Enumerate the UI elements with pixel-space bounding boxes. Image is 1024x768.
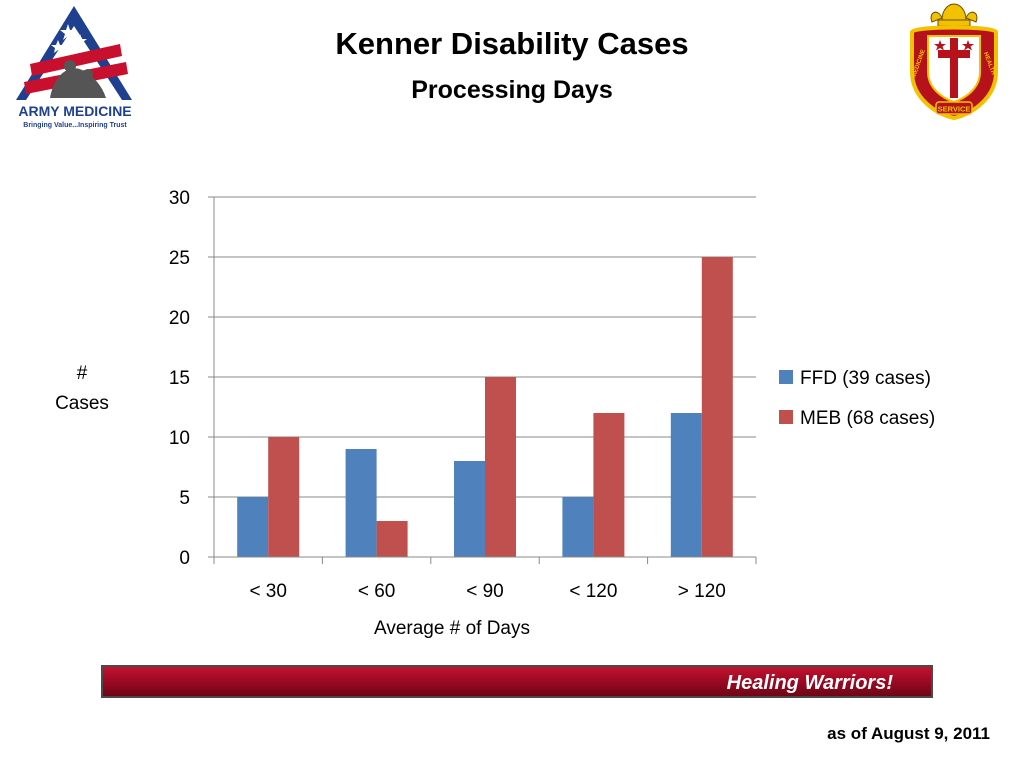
x-tick-label: < 90: [466, 581, 504, 602]
y-axis-label: # Cases: [55, 363, 109, 414]
logo-name: ARMY MEDICINE: [18, 103, 131, 119]
chart-x-ticks: < 30 < 60 < 90 < 120 > 120: [213, 557, 757, 602]
bar-meb: [701, 257, 733, 557]
bar-ffd: [670, 413, 702, 557]
bar-ffd: [562, 497, 594, 557]
legend-swatch: [779, 410, 793, 424]
bar-meb: [593, 413, 625, 557]
bar-chart: 0 5 10 15 20 25 30 < 30 < 60 < 90 < 120 > 120 Aver…: [55, 188, 935, 639]
chart-y-ticks: 0 5 10 15 20 25 30: [169, 188, 214, 569]
logo-tagline: Bringing Value...Inspiring Trust: [23, 122, 127, 129]
y-tick-label: 25: [169, 248, 190, 269]
y-tick-label: 15: [169, 368, 190, 389]
x-axis-label: Average # of Days: [374, 618, 530, 639]
bar-meb: [485, 377, 516, 557]
army-medicine-logo: ARMY MEDICINE Bringing Value...Inspiring…: [16, 6, 132, 129]
page-title: Kenner Disability Cases: [335, 26, 689, 61]
page-subtitle: Processing Days: [411, 76, 613, 104]
bar-meb: [376, 521, 408, 557]
x-tick-label: < 120: [569, 581, 617, 602]
crest-word-service: SERVICE: [938, 105, 971, 114]
legend-label: FFD (39 cases): [800, 368, 931, 389]
footer-banner: Healing Warriors!: [101, 665, 933, 698]
medical-crest-logo: SERVICE MEDICINE HEALTH: [910, 3, 998, 120]
bar-ffd: [454, 461, 485, 557]
y-tick-label: 30: [169, 188, 190, 209]
y-axis-label-line: #: [77, 363, 88, 384]
bar-ffd: [345, 449, 377, 557]
x-tick-label: < 60: [358, 581, 396, 602]
y-axis-label-line: Cases: [55, 393, 109, 414]
chart-legend: FFD (39 cases) MEB (68 cases): [779, 368, 935, 429]
y-tick-label: 5: [179, 488, 190, 509]
legend-label: MEB (68 cases): [800, 408, 935, 429]
y-tick-label: 20: [169, 308, 190, 329]
y-tick-label: 0: [179, 548, 190, 569]
legend-swatch: [779, 370, 793, 384]
x-tick-label: < 30: [249, 581, 287, 602]
bar-ffd: [237, 497, 269, 557]
x-tick-label: > 120: [678, 581, 726, 602]
banner-text: Healing Warriors!: [726, 672, 893, 694]
bar-meb: [268, 437, 300, 557]
chart-bars: [237, 257, 733, 557]
y-tick-label: 10: [169, 428, 190, 449]
as-of-date: as of August 9, 2011: [827, 724, 990, 743]
